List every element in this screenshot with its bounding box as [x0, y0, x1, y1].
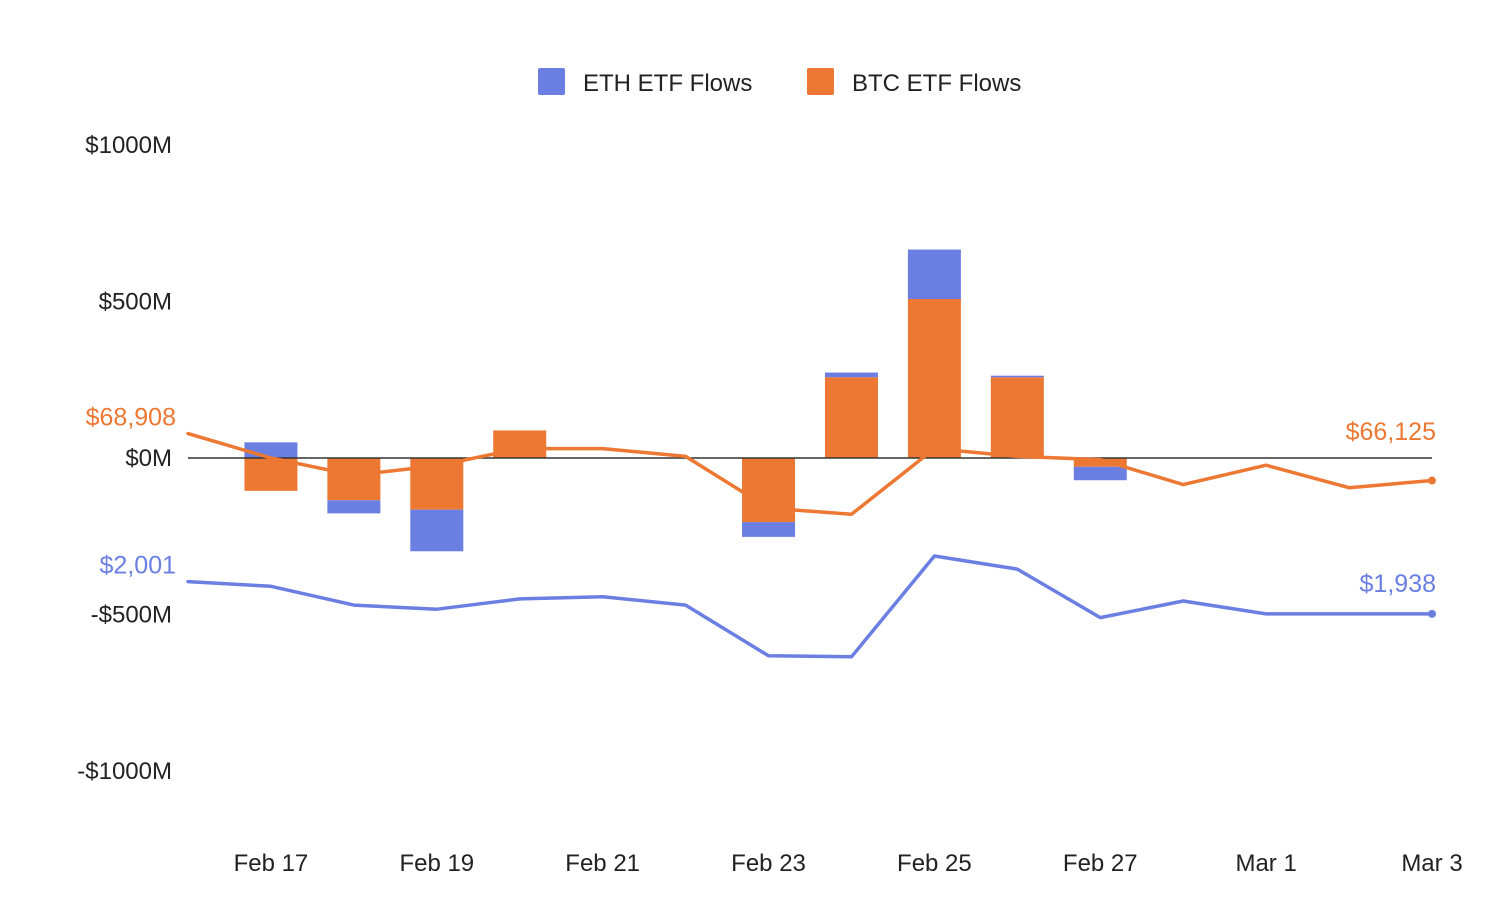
y-tick-label: $1000M [85, 132, 172, 159]
bar-eth-feb-19 [410, 509, 464, 552]
price-lines [186, 431, 1436, 659]
bar-eth-feb-26 [990, 375, 1044, 378]
legend-swatch-eth [538, 68, 565, 95]
legend-swatch-btc [807, 68, 834, 95]
price-start-label-eth: $2,001 [100, 552, 176, 580]
y-tick-label: $0M [125, 445, 172, 472]
price-line-eth [186, 554, 1434, 659]
y-axis-ticks: $1000M $500M $0M -$500M -$1000M [77, 132, 172, 785]
legend: ETH ETF Flows BTC ETF Flows [538, 68, 1021, 97]
price-line-end-point [1428, 476, 1436, 485]
bar-btc-feb-25 [907, 298, 961, 458]
x-axis-ticks: Feb 17 Feb 19 Feb 21 Feb 23 Feb 25 Feb 27 Mar … [234, 850, 1463, 877]
bar-btc-feb-17 [244, 458, 298, 491]
price-end-label-btc: $66,125 [1346, 418, 1436, 446]
x-tick-label: Mar 3 [1401, 850, 1462, 877]
x-tick-label: Mar 1 [1235, 850, 1296, 877]
bar-eth-feb-18 [327, 500, 381, 514]
legend-label-btc: BTC ETF Flows [852, 70, 1021, 97]
x-tick-label: Feb 23 [731, 850, 806, 877]
price-labels: $68,908 $66,125 $2,001 $1,938 [86, 404, 1436, 598]
x-tick-label: Feb 19 [399, 850, 474, 877]
x-tick-label: Feb 25 [897, 850, 972, 877]
x-tick-label: Feb 27 [1063, 850, 1138, 877]
bar-btc-feb-26 [990, 377, 1044, 458]
bar-btc-feb-27 [1073, 458, 1127, 467]
bar-btc-feb-24 [824, 377, 878, 458]
price-line-btc [186, 431, 1434, 517]
bar-eth-feb-25 [907, 249, 961, 299]
x-tick-label: Feb 21 [565, 850, 640, 877]
bar-eth-feb-17 [244, 442, 298, 458]
legend-label-eth: ETH ETF Flows [583, 70, 752, 97]
y-tick-label: $500M [99, 289, 172, 316]
bar-eth-feb-23 [742, 522, 796, 537]
price-end-label-eth: $1,938 [1360, 570, 1436, 598]
bar-eth-feb-24 [824, 372, 878, 378]
x-tick-label: Feb 17 [234, 850, 309, 877]
bar-btc-feb-18 [327, 458, 381, 501]
bar-eth-feb-27 [1073, 466, 1127, 481]
bars [244, 249, 1127, 552]
y-tick-label: -$1000M [77, 758, 172, 785]
y-tick-label: -$500M [91, 602, 172, 629]
price-start-label-btc: $68,908 [86, 404, 176, 432]
price-line-end-point [1428, 609, 1436, 618]
bar-btc-feb-23 [742, 458, 796, 523]
